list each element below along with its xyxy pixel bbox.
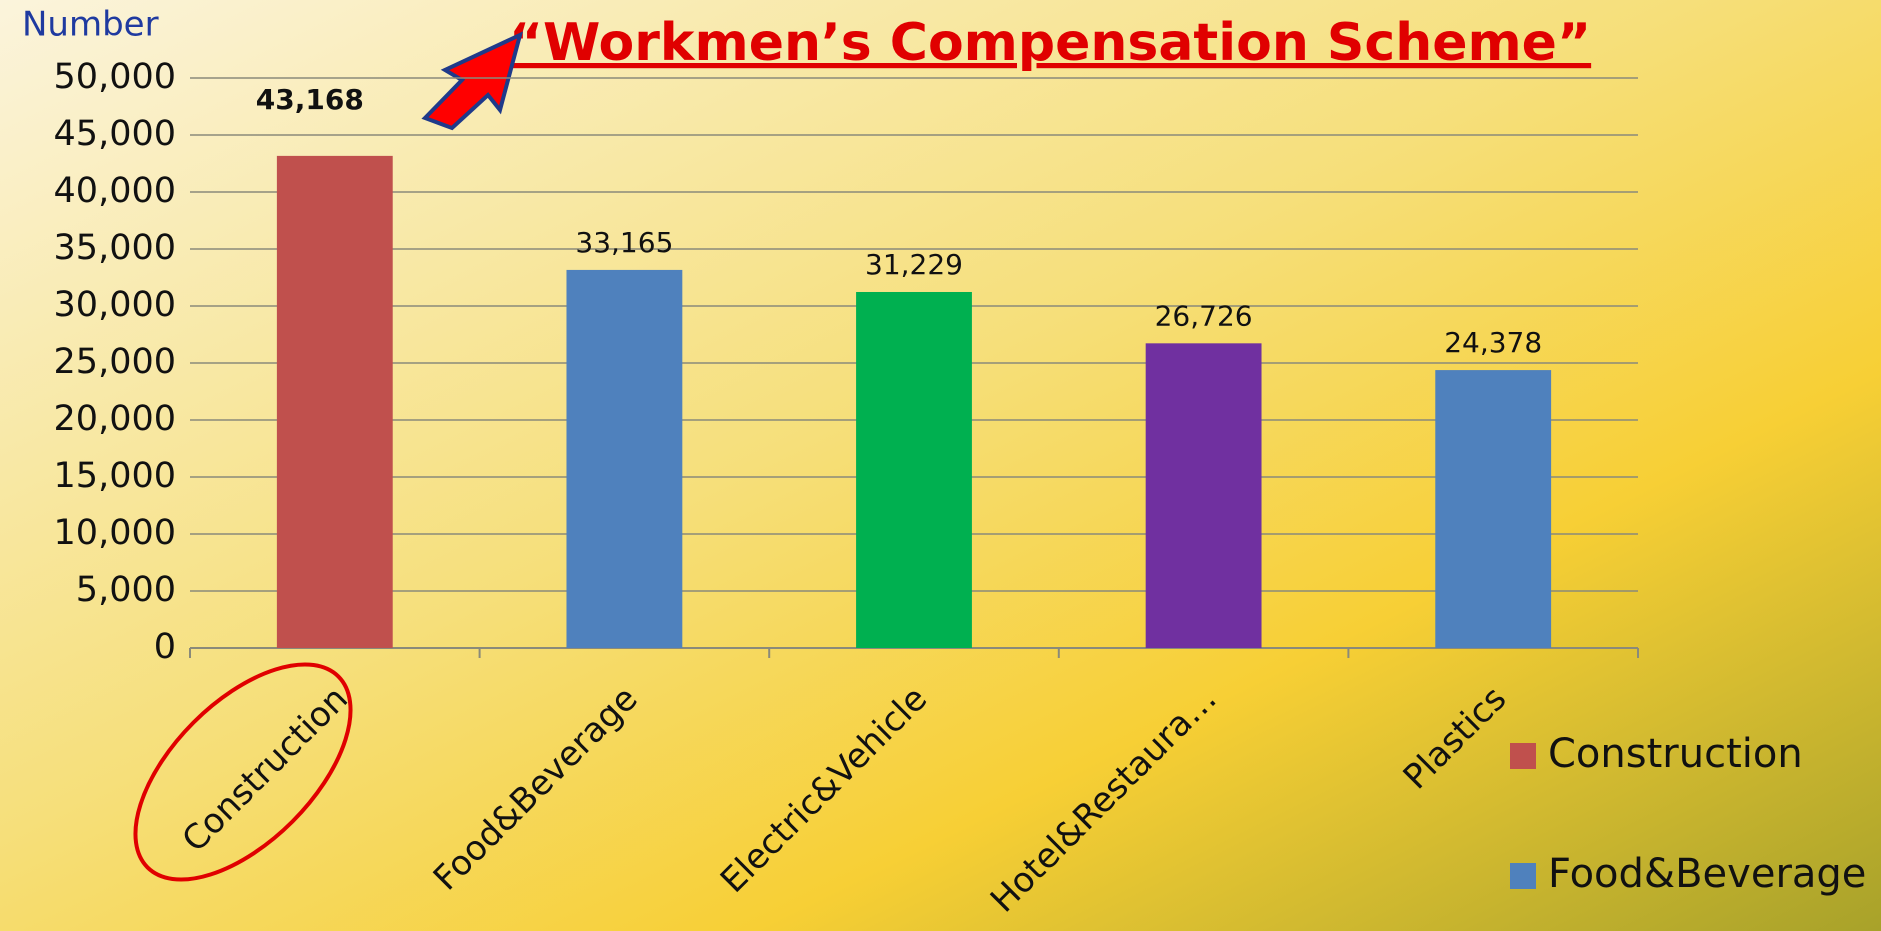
bar bbox=[566, 270, 682, 648]
y-tick-label: 50,000 bbox=[54, 57, 176, 97]
legend-swatch bbox=[1510, 863, 1536, 889]
chart: Number “Workmen’s Compensation Scheme” 0… bbox=[0, 0, 1881, 931]
y-tick-label: 25,000 bbox=[54, 342, 176, 382]
y-tick-label: 5,000 bbox=[76, 570, 176, 610]
bar bbox=[1146, 343, 1262, 648]
value-label: 26,726 bbox=[1155, 299, 1253, 332]
y-tick-label: 35,000 bbox=[54, 228, 176, 268]
value-label: 43,168 bbox=[256, 83, 364, 116]
value-label: 31,229 bbox=[865, 248, 963, 281]
legend-swatch bbox=[1510, 743, 1536, 769]
y-axis-label: Number bbox=[22, 5, 159, 45]
bar bbox=[277, 156, 393, 648]
legend-label: Food&Beverage bbox=[1548, 851, 1866, 897]
value-label: 33,165 bbox=[575, 226, 673, 259]
y-tick-label: 40,000 bbox=[54, 171, 176, 211]
bar bbox=[1435, 370, 1551, 648]
y-tick-label: 15,000 bbox=[54, 456, 176, 496]
y-tick-label: 20,000 bbox=[54, 399, 176, 439]
y-tick-label: 10,000 bbox=[54, 513, 176, 553]
y-tick-label: 45,000 bbox=[54, 114, 176, 154]
bar bbox=[856, 292, 972, 648]
y-tick-label: 0 bbox=[154, 627, 176, 667]
value-label: 24,378 bbox=[1444, 326, 1542, 359]
chart-title: “Workmen’s Compensation Scheme” bbox=[509, 13, 1591, 73]
y-tick-label: 30,000 bbox=[54, 285, 176, 325]
legend-label: Construction bbox=[1548, 731, 1803, 777]
